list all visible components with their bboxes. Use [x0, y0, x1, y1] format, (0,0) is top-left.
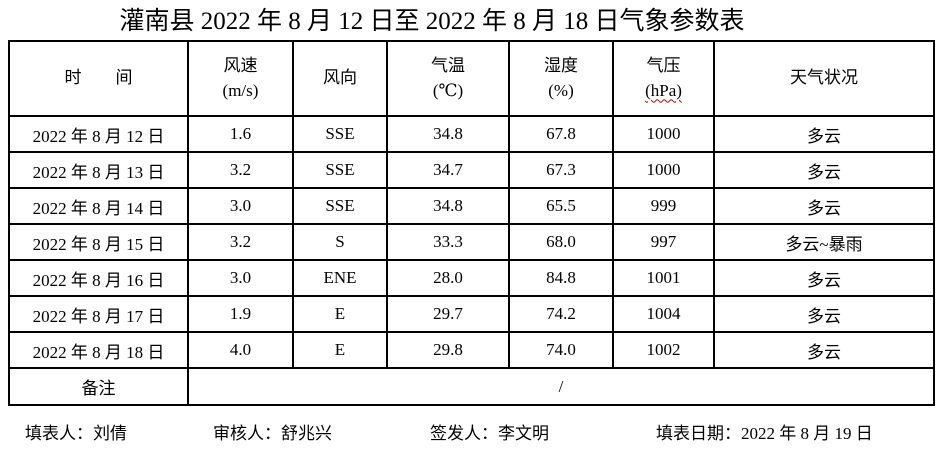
table-row: 2022 年 8 月 13 日 3.2 SSE 34.7 67.3 1000 多…	[8, 151, 935, 189]
table-body: 2022 年 8 月 12 日 1.6 SSE 34.8 67.8 1000 多…	[8, 115, 935, 369]
column-header-pressure: 气压 (hPa)	[612, 40, 715, 117]
table-row: 2022 年 8 月 12 日 1.6 SSE 34.8 67.8 1000 多…	[8, 115, 935, 153]
cell-date: 2022 年 8 月 12 日	[8, 115, 189, 153]
remark-value-cell: /	[187, 367, 935, 406]
cell-wind-speed: 3.0	[187, 187, 294, 225]
column-header-unit: (℃)	[432, 80, 464, 100]
column-header-unit: (%)	[548, 80, 574, 100]
cell-humidity: 84.8	[508, 259, 614, 297]
cell-pressure: 1002	[612, 331, 715, 369]
cell-weather: 多云	[713, 187, 935, 225]
cell-pressure: 1000	[612, 115, 715, 153]
cell-date: 2022 年 8 月 15 日	[8, 223, 189, 261]
cell-temperature: 34.7	[386, 151, 510, 189]
column-header-wind-direction: 风向	[292, 40, 388, 117]
column-header-label: 时 间	[64, 68, 133, 88]
column-header-label: 风速	[223, 55, 258, 75]
table-row: 2022 年 8 月 18 日 4.0 E 29.8 74.0 1002 多云	[8, 331, 935, 369]
cell-humidity: 65.5	[508, 187, 614, 225]
cell-humidity: 67.8	[508, 115, 614, 153]
cell-date: 2022 年 8 月 14 日	[8, 187, 189, 225]
cell-wind-speed: 3.2	[187, 223, 294, 261]
page-title: 灌南县 2022 年 8 月 12 日至 2022 年 8 月 18 日气象参数…	[119, 8, 745, 35]
column-header-humidity: 湿度 (%)	[508, 40, 614, 117]
remark-label-cell: 备注	[8, 367, 189, 406]
column-header-label: 气温	[431, 55, 465, 75]
remark-row: 备注 /	[8, 367, 935, 406]
cell-weather: 多云	[713, 115, 935, 153]
table-row: 2022 年 8 月 16 日 3.0 ENE 28.0 84.8 1001 多…	[8, 259, 935, 297]
cell-wind-direction: SSE	[292, 115, 388, 153]
cell-humidity: 74.2	[508, 295, 614, 333]
cell-temperature: 29.7	[386, 295, 510, 333]
cell-weather: 多云	[713, 259, 935, 297]
column-header-unit: (hPa)	[615, 79, 712, 104]
cell-temperature: 28.0	[386, 259, 510, 297]
column-header-weather: 天气状况	[713, 40, 935, 117]
cell-wind-speed: 1.6	[187, 115, 294, 153]
cell-wind-direction: SSE	[292, 151, 388, 189]
cell-wind-direction: S	[292, 223, 388, 261]
cell-humidity: 74.0	[508, 331, 614, 369]
footer-issuer-name: 签发人：李文明	[430, 424, 549, 443]
column-header-temperature: 气温 (℃)	[386, 40, 510, 117]
cell-weather: 多云	[713, 295, 935, 333]
cell-wind-speed: 4.0	[187, 331, 294, 369]
column-header-label: 风向	[323, 68, 357, 88]
cell-weather: 多云	[713, 151, 935, 189]
cell-weather: 多云~暴雨	[713, 223, 935, 261]
column-header-unit: (m/s)	[222, 80, 259, 100]
cell-wind-direction: E	[292, 295, 388, 333]
column-header-time: 时 间	[8, 40, 189, 117]
column-header-label: 湿度	[544, 55, 578, 75]
footer: 填表人：刘倩 审核人：舒兆兴 签发人：李文明 填表日期：2022 年 8 月 1…	[0, 417, 938, 447]
footer-fill-date: 填表日期：2022 年 8 月 19 日	[656, 424, 873, 443]
cell-humidity: 67.3	[508, 151, 614, 189]
cell-wind-speed: 1.9	[187, 295, 294, 333]
cell-temperature: 34.8	[386, 115, 510, 153]
pressure-unit-misspelled: (hPa)	[645, 80, 682, 100]
cell-date: 2022 年 8 月 18 日	[8, 331, 189, 369]
cell-wind-direction: SSE	[292, 187, 388, 225]
column-header-wind-speed: 风速 (m/s)	[187, 40, 294, 117]
footer-reviewer-name: 审核人：舒兆兴	[213, 424, 332, 443]
table-row: 2022 年 8 月 15 日 3.2 S 33.3 68.0 997 多云~暴…	[8, 223, 935, 261]
header-row: 时 间 风速 (m/s) 风向 气温 (℃) 湿度 (%)	[8, 40, 935, 117]
cell-date: 2022 年 8 月 17 日	[8, 295, 189, 333]
cell-pressure: 999	[612, 187, 715, 225]
cell-weather: 多云	[713, 331, 935, 369]
cell-temperature: 33.3	[386, 223, 510, 261]
cell-pressure: 997	[612, 223, 715, 261]
table-row: 2022 年 8 月 17 日 1.9 E 29.7 74.2 1004 多云	[8, 295, 935, 333]
cell-pressure: 1001	[612, 259, 715, 297]
cell-pressure: 1000	[612, 151, 715, 189]
cell-pressure: 1004	[612, 295, 715, 333]
cell-date: 2022 年 8 月 13 日	[8, 151, 189, 189]
cell-date: 2022 年 8 月 16 日	[8, 259, 189, 297]
cell-humidity: 68.0	[508, 223, 614, 261]
weather-table: 时 间 风速 (m/s) 风向 气温 (℃) 湿度 (%)	[8, 40, 935, 406]
cell-wind-speed: 3.2	[187, 151, 294, 189]
column-header-label: 天气状况	[790, 68, 858, 88]
column-header-label: 气压	[646, 55, 681, 75]
cell-wind-direction: E	[292, 331, 388, 369]
cell-temperature: 34.8	[386, 187, 510, 225]
cell-wind-direction: ENE	[292, 259, 388, 297]
cell-temperature: 29.8	[386, 331, 510, 369]
footer-filler-name: 填表人：刘倩	[25, 424, 127, 443]
cell-wind-speed: 3.0	[187, 259, 294, 297]
table-row: 2022 年 8 月 14 日 3.0 SSE 34.8 65.5 999 多云	[8, 187, 935, 225]
